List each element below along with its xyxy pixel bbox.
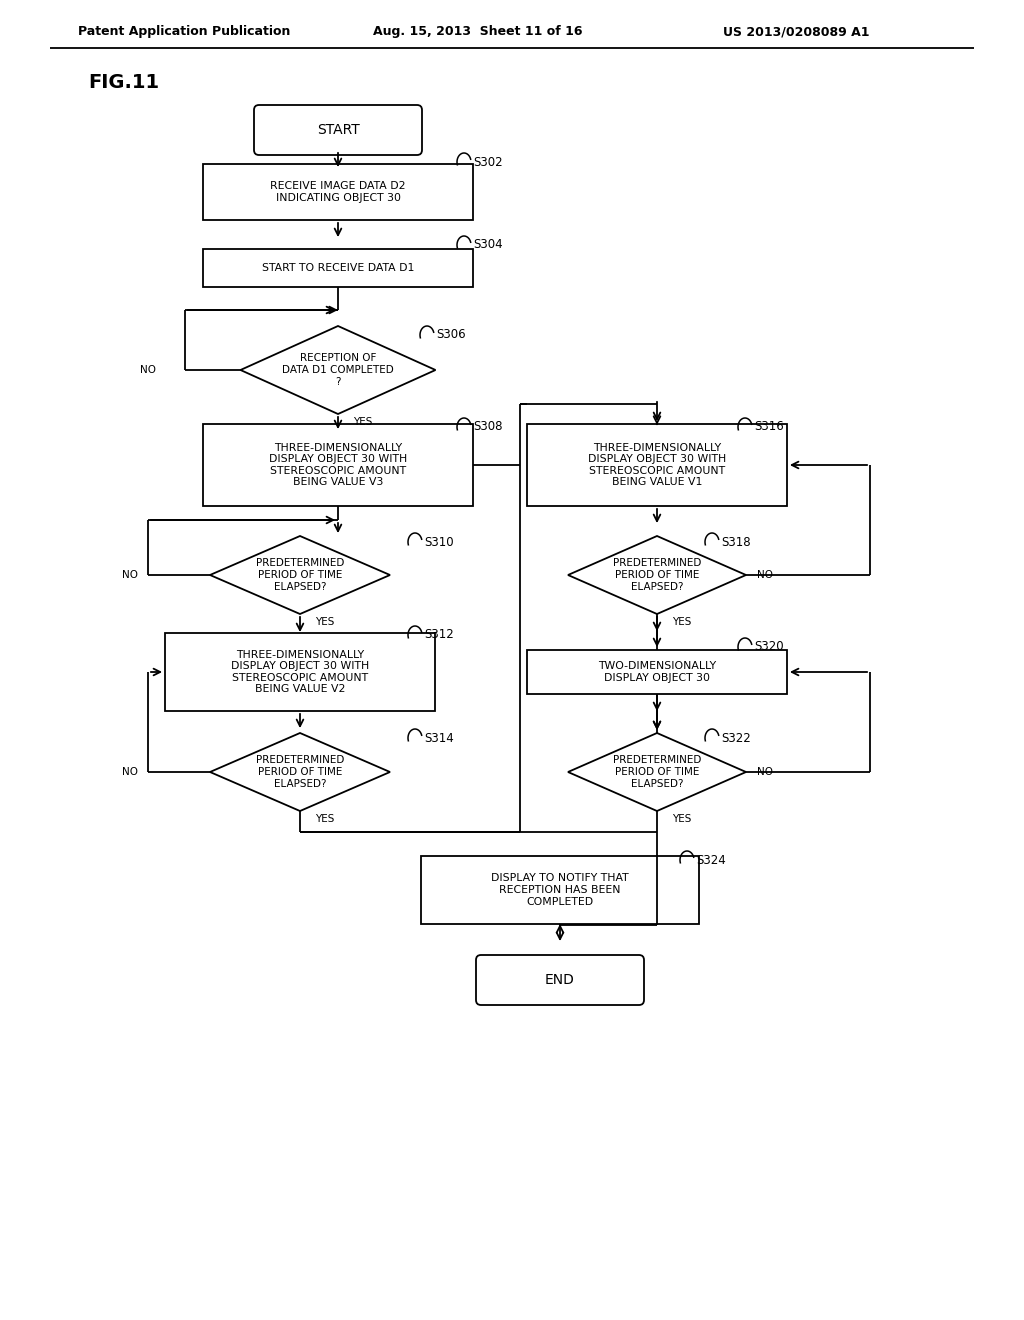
Text: FIG.11: FIG.11 bbox=[88, 73, 159, 91]
Polygon shape bbox=[568, 733, 746, 810]
Text: THREE-DIMENSIONALLY
DISPLAY OBJECT 30 WITH
STEREOSCOPIC AMOUNT
BEING VALUE V3: THREE-DIMENSIONALLY DISPLAY OBJECT 30 WI… bbox=[269, 442, 408, 487]
Text: US 2013/0208089 A1: US 2013/0208089 A1 bbox=[723, 25, 869, 38]
Text: YES: YES bbox=[672, 814, 691, 824]
Polygon shape bbox=[568, 536, 746, 614]
Bar bbox=[165, 634, 435, 711]
Text: THREE-DIMENSIONALLY
DISPLAY OBJECT 30 WITH
STEREOSCOPIC AMOUNT
BEING VALUE V1: THREE-DIMENSIONALLY DISPLAY OBJECT 30 WI… bbox=[588, 442, 726, 487]
Text: S310: S310 bbox=[424, 536, 454, 549]
Text: PREDETERMINED
PERIOD OF TIME
ELAPSED?: PREDETERMINED PERIOD OF TIME ELAPSED? bbox=[612, 558, 701, 591]
Bar bbox=[527, 424, 787, 506]
Polygon shape bbox=[210, 536, 390, 614]
Polygon shape bbox=[241, 326, 435, 414]
Text: TWO-DIMENSIONALLY
DISPLAY OBJECT 30: TWO-DIMENSIONALLY DISPLAY OBJECT 30 bbox=[598, 661, 716, 682]
Text: NO: NO bbox=[122, 767, 138, 777]
Text: DISPLAY TO NOTIFY THAT
RECEPTION HAS BEEN
COMPLETED: DISPLAY TO NOTIFY THAT RECEPTION HAS BEE… bbox=[492, 874, 629, 907]
Bar bbox=[203, 424, 473, 506]
Text: RECEIVE IMAGE DATA D2
INDICATING OBJECT 30: RECEIVE IMAGE DATA D2 INDICATING OBJECT … bbox=[270, 181, 406, 203]
Text: S302: S302 bbox=[473, 156, 503, 169]
Text: Aug. 15, 2013  Sheet 11 of 16: Aug. 15, 2013 Sheet 11 of 16 bbox=[373, 25, 583, 38]
Text: PREDETERMINED
PERIOD OF TIME
ELAPSED?: PREDETERMINED PERIOD OF TIME ELAPSED? bbox=[256, 558, 344, 591]
Text: YES: YES bbox=[315, 616, 335, 627]
Text: START: START bbox=[316, 123, 359, 137]
Text: S316: S316 bbox=[754, 421, 783, 433]
Text: NO: NO bbox=[140, 366, 156, 375]
Polygon shape bbox=[210, 733, 390, 810]
Text: YES: YES bbox=[353, 417, 373, 426]
Bar bbox=[203, 164, 473, 220]
Text: YES: YES bbox=[672, 616, 691, 627]
Text: S320: S320 bbox=[754, 640, 783, 653]
Text: PREDETERMINED
PERIOD OF TIME
ELAPSED?: PREDETERMINED PERIOD OF TIME ELAPSED? bbox=[612, 755, 701, 788]
Text: START TO RECEIVE DATA D1: START TO RECEIVE DATA D1 bbox=[262, 263, 414, 273]
Text: PREDETERMINED
PERIOD OF TIME
ELAPSED?: PREDETERMINED PERIOD OF TIME ELAPSED? bbox=[256, 755, 344, 788]
Text: YES: YES bbox=[315, 814, 335, 824]
Text: RECEPTION OF
DATA D1 COMPLETED
?: RECEPTION OF DATA D1 COMPLETED ? bbox=[283, 354, 394, 387]
FancyBboxPatch shape bbox=[254, 106, 422, 154]
Text: S304: S304 bbox=[473, 239, 503, 252]
Bar bbox=[421, 855, 699, 924]
Text: THREE-DIMENSIONALLY
DISPLAY OBJECT 30 WITH
STEREOSCOPIC AMOUNT
BEING VALUE V2: THREE-DIMENSIONALLY DISPLAY OBJECT 30 WI… bbox=[230, 649, 369, 694]
Bar bbox=[203, 249, 473, 286]
Bar bbox=[527, 649, 787, 694]
Text: S308: S308 bbox=[473, 421, 503, 433]
Text: S322: S322 bbox=[721, 731, 751, 744]
Text: Patent Application Publication: Patent Application Publication bbox=[78, 25, 291, 38]
Text: NO: NO bbox=[122, 570, 138, 579]
Text: NO: NO bbox=[757, 570, 773, 579]
Text: S314: S314 bbox=[424, 731, 454, 744]
Text: S306: S306 bbox=[436, 329, 466, 342]
Text: END: END bbox=[545, 973, 574, 987]
Text: S318: S318 bbox=[721, 536, 751, 549]
Text: S312: S312 bbox=[424, 628, 454, 642]
Text: NO: NO bbox=[757, 767, 773, 777]
Text: S324: S324 bbox=[696, 854, 726, 866]
FancyBboxPatch shape bbox=[476, 954, 644, 1005]
